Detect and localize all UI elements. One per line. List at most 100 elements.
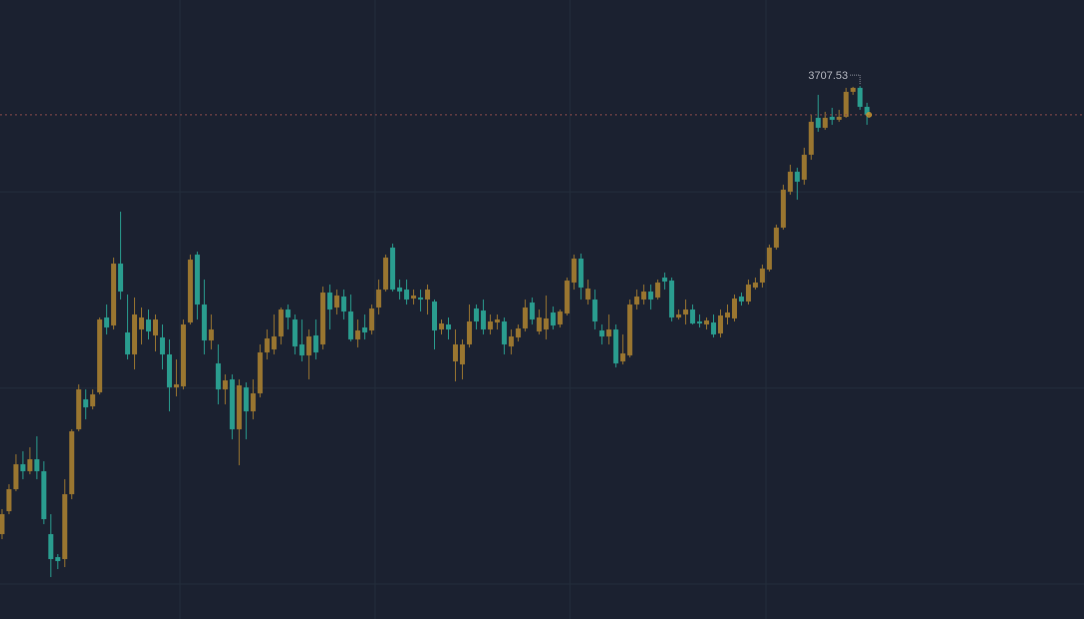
candle-body [662, 277, 668, 282]
candle-body [808, 121, 814, 155]
candle-body [376, 289, 382, 308]
candle-body [20, 464, 26, 472]
candle-body [438, 323, 444, 330]
candle-body [697, 321, 703, 324]
candle-body [648, 291, 654, 300]
candle-body [731, 298, 737, 319]
candle-body [145, 319, 151, 332]
candle-body [397, 287, 403, 292]
last-price-dot [866, 111, 873, 118]
candle-body [745, 284, 751, 302]
candle-body [780, 189, 786, 228]
candle-body [445, 324, 451, 330]
candle-body [738, 296, 744, 302]
candle-body [69, 431, 75, 495]
candle-body [27, 459, 33, 472]
candle-body [97, 319, 103, 393]
candle-body [90, 394, 96, 407]
candle-body [725, 312, 731, 318]
candle-body [836, 116, 842, 120]
candle-body [125, 332, 131, 355]
candle-body [718, 315, 724, 334]
candle-body [6, 489, 12, 512]
candle-body [236, 385, 242, 430]
candle-body [585, 288, 591, 300]
candle-body [285, 309, 291, 318]
candle-body [139, 317, 145, 330]
candle-body [752, 282, 758, 288]
candle-body [522, 307, 528, 329]
candle-body [159, 337, 165, 355]
candle-body [0, 514, 5, 535]
candle-body [850, 87, 856, 92]
candle-body [404, 289, 410, 300]
candle-body [480, 310, 486, 330]
candle-body [264, 338, 270, 353]
candle-body [592, 299, 598, 322]
candle-body [390, 247, 396, 290]
candle-body [864, 106, 870, 115]
candle-body [613, 329, 619, 364]
candle-body [299, 344, 305, 356]
candle-body [104, 317, 110, 328]
candle-body [348, 311, 354, 340]
candle-body [201, 304, 207, 341]
candle-body [411, 295, 417, 299]
candle-body [466, 321, 472, 345]
candle-body [759, 268, 765, 283]
candle-body [166, 354, 172, 388]
candle-body [62, 494, 68, 560]
candle-body [690, 309, 696, 324]
candle-body [13, 464, 19, 490]
candle-body [271, 336, 277, 350]
candle-body [250, 393, 256, 412]
candle-body [222, 380, 228, 390]
candle-body [34, 459, 40, 472]
candle-body [194, 254, 200, 305]
candle-body [543, 318, 549, 330]
candle-body [564, 280, 570, 314]
candle-body [418, 297, 424, 300]
candle-body [634, 296, 640, 305]
candle-body [55, 557, 61, 562]
candle-body [620, 353, 626, 362]
candle-body [815, 117, 821, 128]
candle-body [599, 330, 605, 337]
candle-body [473, 308, 479, 322]
candle-body [313, 335, 319, 353]
candle-body [487, 321, 493, 330]
candle-body [41, 471, 47, 520]
candle-body [229, 379, 235, 430]
candle-body [341, 296, 347, 312]
candle-body [773, 227, 779, 248]
candle-body [83, 399, 89, 408]
candle-body [173, 384, 179, 388]
candle-body [118, 263, 124, 292]
candle-body [292, 319, 298, 347]
candle-body [425, 289, 431, 300]
candle-body [683, 309, 689, 315]
candle-body [362, 327, 368, 333]
candle-body [459, 344, 465, 365]
candle-body [627, 304, 633, 356]
candle-body [508, 336, 514, 347]
candle-body [327, 292, 333, 310]
candle-body [829, 116, 835, 120]
candle-body [571, 258, 577, 283]
candle-body [704, 320, 710, 325]
candle-body [578, 258, 584, 288]
candle-body [369, 308, 375, 331]
candle-body [432, 301, 438, 331]
candle-body [76, 389, 82, 430]
candle-body [843, 91, 849, 117]
candle-body [452, 344, 458, 362]
candle-body [257, 352, 263, 394]
candle-body [180, 324, 186, 387]
candle-body [550, 312, 556, 326]
candle-body [606, 329, 612, 337]
candle-body [208, 329, 214, 341]
candle-body [306, 336, 312, 356]
